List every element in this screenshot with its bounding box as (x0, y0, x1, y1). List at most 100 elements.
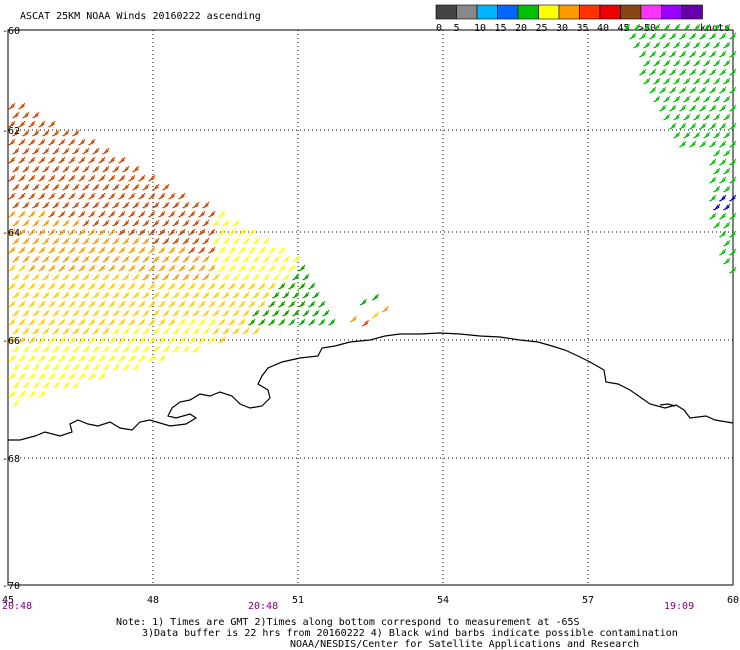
wind-barb (78, 354, 86, 362)
wind-barb (272, 291, 280, 299)
wind-barb (118, 174, 126, 182)
wind-barb (312, 291, 320, 299)
wind-barb (719, 86, 727, 94)
wind-barb (38, 174, 46, 182)
wind-barb (178, 300, 186, 308)
wind-barb (138, 264, 146, 272)
wind-barb (729, 194, 737, 202)
wind-barb (208, 228, 216, 236)
wind-barb (272, 273, 280, 281)
wind-barb (663, 41, 671, 49)
wind-barb (128, 336, 136, 344)
wind-barb (78, 192, 86, 200)
wind-barb (38, 300, 46, 308)
wind-barb (719, 32, 727, 40)
wind-barb (112, 219, 120, 227)
wind-barb (88, 210, 96, 218)
wind-barb (82, 363, 90, 371)
wind-barb (32, 111, 40, 119)
wind-barb (118, 210, 126, 218)
wind-barb (152, 183, 160, 191)
wind-barb (32, 327, 40, 335)
wind-barb (182, 273, 190, 281)
wind-barb (729, 248, 737, 256)
wind-barb (12, 237, 20, 245)
wind-barb (679, 140, 687, 148)
wind-barb (98, 282, 106, 290)
time-label-1: 20:48 (2, 601, 32, 612)
wind-barb (679, 68, 687, 76)
wind-barb (12, 219, 20, 227)
wind-barb (48, 174, 56, 182)
wind-barb (729, 32, 737, 40)
wind-barb (32, 129, 40, 137)
wind-barb (128, 354, 136, 362)
wind-barb (202, 255, 210, 263)
wind-barb (371, 293, 379, 301)
wind-barb (162, 273, 170, 281)
wind-barb (252, 255, 260, 263)
wind-barb (32, 381, 40, 389)
wind-barb (218, 300, 226, 308)
x-tick-label: 54 (437, 595, 449, 606)
wind-barb (28, 138, 36, 146)
wind-barb (178, 228, 186, 236)
wind-barb (673, 41, 681, 49)
wind-barb (122, 255, 130, 263)
wind-barb (128, 282, 136, 290)
wind-barb (178, 282, 186, 290)
wind-barb (78, 138, 86, 146)
wind-barb (28, 210, 36, 218)
wind-barb (699, 122, 707, 130)
wind-barb (298, 264, 306, 272)
wind-barb (673, 59, 681, 67)
wind-barb (102, 327, 110, 335)
wind-barb (142, 345, 150, 353)
wind-barb (62, 363, 70, 371)
wind-barb (713, 77, 721, 85)
wind-barb (112, 183, 120, 191)
wind-barb (349, 315, 357, 323)
note-line-3: NOAA/NESDIS/Center for Satellite Applica… (290, 639, 640, 650)
wind-barb (28, 354, 36, 362)
wind-barb (78, 264, 86, 272)
wind-barb (703, 131, 711, 139)
wind-barb (72, 129, 80, 137)
wind-barb (68, 228, 76, 236)
wind-barb (258, 246, 266, 254)
wind-barb (278, 246, 286, 254)
wind-barb (42, 363, 50, 371)
wind-barb (208, 282, 216, 290)
wind-barb (683, 77, 691, 85)
wind-barb (252, 273, 260, 281)
legend-label: 25 (536, 23, 548, 34)
wind-barb (48, 210, 56, 218)
wind-barb (182, 237, 190, 245)
wind-barb (52, 255, 60, 263)
wind-barb (709, 32, 717, 40)
wind-barb (58, 192, 66, 200)
wind-barb (302, 291, 310, 299)
wind-barb (118, 228, 126, 236)
legend-swatch (517, 4, 539, 20)
wind-barb (178, 246, 186, 254)
wind-barb (38, 228, 46, 236)
wind-barb (158, 210, 166, 218)
wind-barb (98, 300, 106, 308)
wind-barb (212, 255, 220, 263)
wind-barb (78, 228, 86, 236)
wind-barb (48, 372, 56, 380)
wind-barb (62, 165, 70, 173)
wind-barb (162, 255, 170, 263)
wind-barb (92, 327, 100, 335)
wind-barb (292, 309, 300, 317)
wind-barb (18, 138, 26, 146)
wind-barb (248, 318, 256, 326)
wind-barb (28, 390, 36, 398)
wind-barb (62, 255, 70, 263)
wind-barb (8, 138, 16, 146)
wind-barb (118, 156, 126, 164)
wind-barb (72, 237, 80, 245)
wind-barb (643, 59, 651, 67)
